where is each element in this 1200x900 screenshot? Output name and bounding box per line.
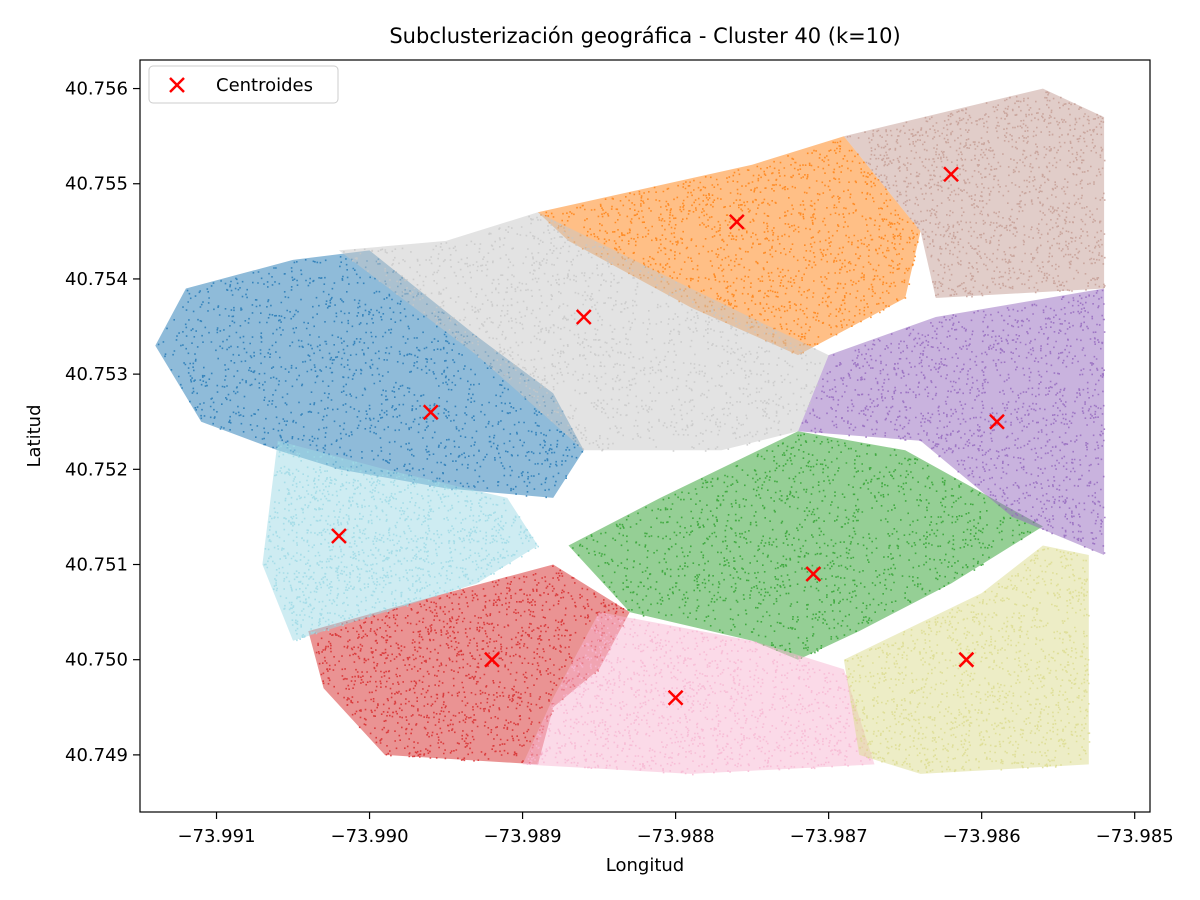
cluster-9 [262,440,539,642]
legend-box [148,65,339,104]
legend-label: Centroides [216,75,313,96]
centroid-marker-8 [958,651,975,668]
y-axis-label: Latitud [24,404,45,467]
cluster-1 [537,136,921,356]
centroid-marker-0 [422,404,439,421]
cluster-region-4 [798,288,1105,555]
centroid-marker-4 [989,413,1005,430]
cluster-region-1 [537,136,921,356]
x-tick-label: −73.989 [484,826,562,847]
chart-title: Subclusterización geográfica - Cluster 4… [389,24,900,48]
y-axis: 40.749 40.750 40.751 40.752 40.753 40.754 40.7… [65,79,140,766]
centroid-marker-2 [805,566,822,582]
centroid-marker-3 [484,651,500,668]
centroid-layer [331,166,1005,706]
centroid-marker-7 [575,309,592,325]
y-tick-label: 40.756 [65,79,128,100]
x-tick-label: −73.986 [943,826,1021,847]
cluster-2 [568,431,1043,660]
plot-frame [139,59,1151,813]
points-layer [155,88,1106,776]
centroid-marker-6 [667,689,684,706]
y-tick-label: 40.754 [65,269,128,290]
cluster-region-6 [522,612,875,774]
centroid-marker-9 [331,528,347,544]
centroid-marker-1 [728,213,745,230]
centroid-marker-5 [943,166,959,183]
cluster-points-2 [572,433,1035,659]
x-axis-label: Longitud [606,855,684,876]
legend-marker-icon [169,77,185,93]
y-tick-label: 40.752 [65,459,128,480]
x-tick-label: −73.990 [331,826,409,847]
y-tick-label: 40.753 [65,364,128,385]
cluster-region-7 [338,212,829,451]
cluster-region-5 [843,88,1105,298]
cluster-points-6 [526,613,872,776]
x-axis: −73.991 −73.990 −73.989 −73.988 −73.987 −73.9… [177,812,1174,847]
cluster-region-0 [155,250,584,498]
cluster-points-1 [540,140,919,355]
cluster-region-2 [568,431,1043,660]
cluster-4 [798,288,1106,555]
cluster-0 [155,250,584,499]
x-tick-label: −73.987 [790,826,868,847]
x-tick-label: −73.988 [637,826,715,847]
cluster-points-5 [846,91,1106,298]
x-tick-label: −73.985 [1096,826,1174,847]
y-tick-label: 40.751 [65,555,128,576]
y-tick-label: 40.755 [65,174,128,195]
y-tick-label: 40.750 [65,650,128,671]
cluster-5 [843,88,1106,298]
cluster-6 [522,612,875,776]
cluster-7 [338,212,829,452]
y-tick-label: 40.749 [65,745,128,766]
x-tick-label: −73.991 [177,826,255,847]
legend: Centroides [148,65,339,104]
